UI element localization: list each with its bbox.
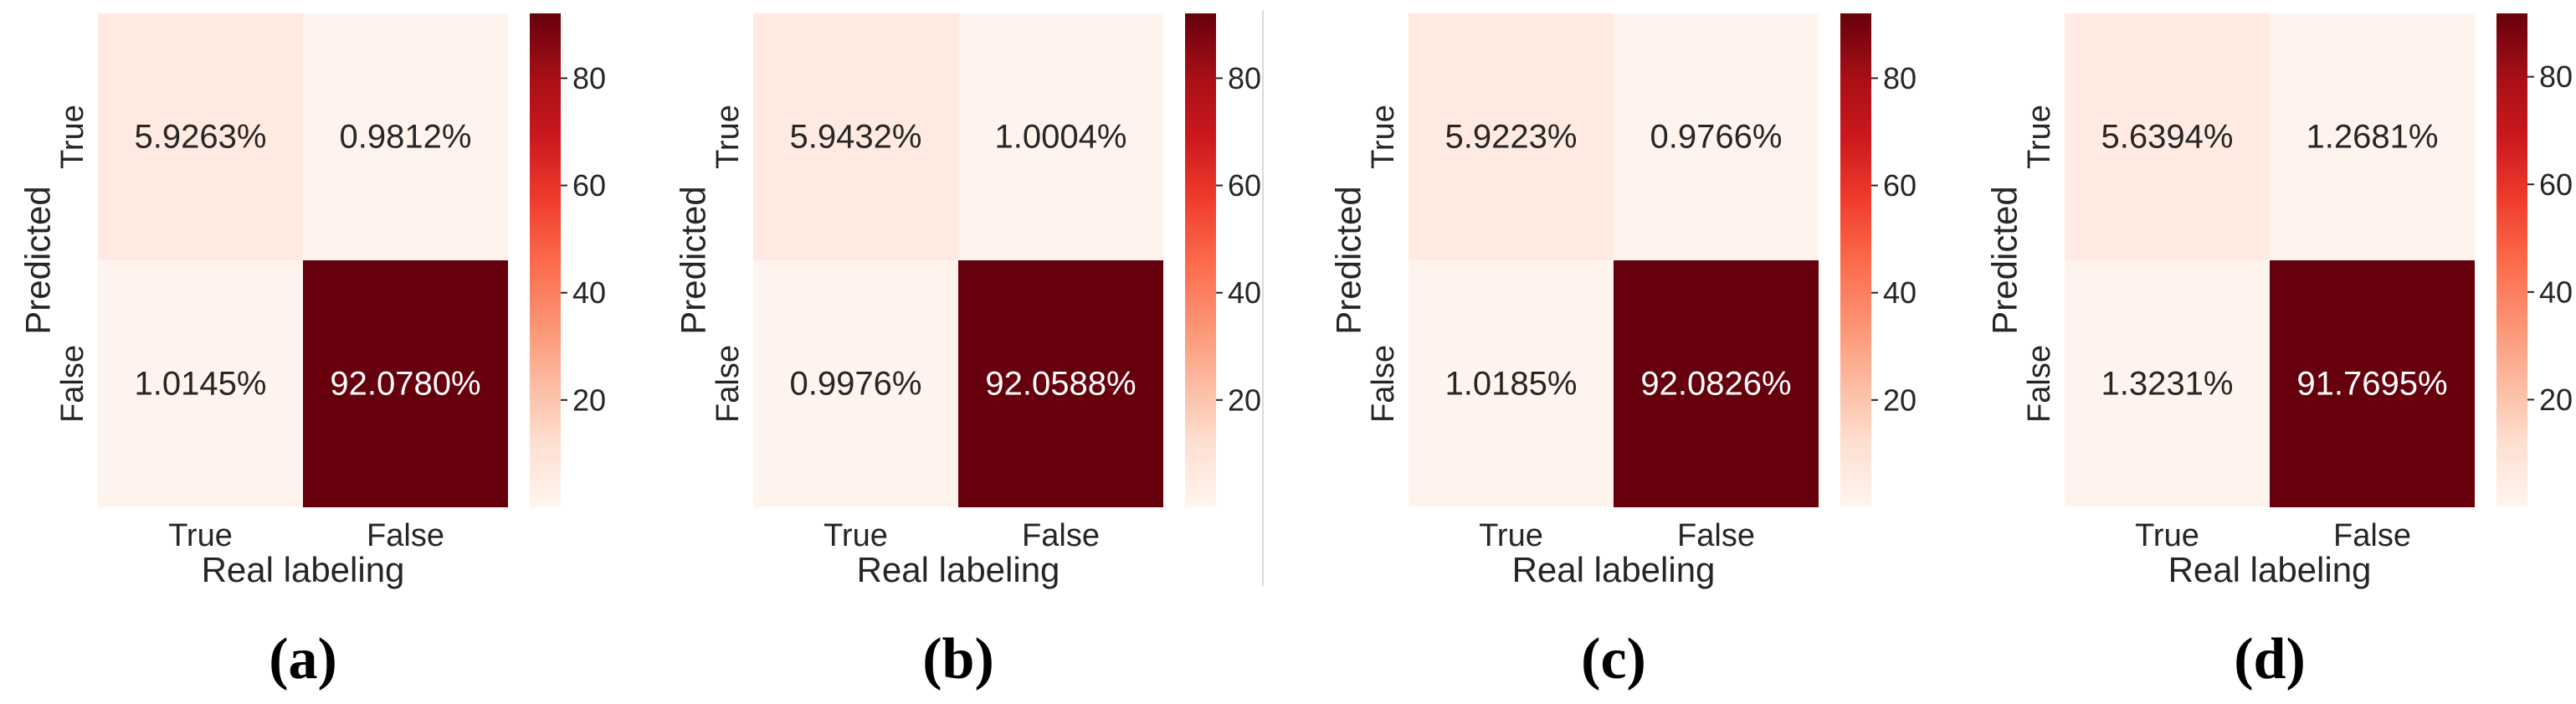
y-tick-label: False — [2022, 345, 2057, 423]
heatmap-cell — [2270, 13, 2475, 260]
cell-value-label: 92.0826% — [1640, 366, 1791, 403]
colorbar — [1185, 13, 1216, 507]
cell-value-label: 1.0004% — [995, 119, 1127, 156]
heatmap-panel: 5.9263% 0.9812%1.0145% 92.0780%True FalseRe… — [18, 13, 606, 691]
heatmap-cell — [1614, 260, 1819, 507]
heatmap-cell — [1409, 13, 1614, 260]
x-tick-label: True — [824, 518, 888, 553]
y-tick-label: True — [55, 105, 90, 169]
y-tick-label: True — [2022, 105, 2057, 169]
x-tick-label: False — [2333, 518, 2411, 553]
y-tick-label: False — [1366, 345, 1401, 423]
colorbar-tick-label: 80 — [2539, 59, 2573, 94]
x-tick-label: False — [1677, 518, 1755, 553]
heatmap-cell — [2065, 13, 2270, 260]
panel-label: (b) — [922, 627, 994, 691]
colorbar-tick-label: 40 — [2539, 275, 2573, 309]
cell-value-label: 1.0145% — [135, 366, 267, 403]
colorbar — [530, 13, 561, 507]
cell-value-label: 0.9812% — [340, 119, 472, 156]
panel-label: (d) — [2234, 627, 2306, 691]
colorbar-tick-label: 20 — [572, 383, 606, 417]
heatmap-cell — [2065, 260, 2270, 507]
colorbar-tick-label: 40 — [1228, 275, 1261, 310]
cell-value-label: 92.0588% — [985, 366, 1136, 403]
cell-value-label: 5.9432% — [790, 119, 922, 156]
heatmap-cell — [98, 13, 303, 260]
colorbar-tick-label: 40 — [572, 275, 606, 310]
y-tick-label: False — [711, 345, 746, 423]
colorbar-tick-label: 60 — [1228, 168, 1261, 203]
heatmap-cell — [1409, 260, 1614, 507]
cell-value-label: 1.0185% — [1445, 366, 1578, 403]
x-axis-label: Real labeling — [202, 550, 405, 589]
heatmap-cell — [2270, 260, 2475, 507]
y-tick-label: True — [711, 105, 746, 169]
colorbar-tick-label: 20 — [1228, 383, 1261, 417]
x-tick-label: False — [1022, 518, 1100, 553]
heatmap-cell — [753, 260, 958, 507]
colorbar-tick-label: 60 — [2539, 167, 2573, 202]
heatmap-cell — [98, 260, 303, 507]
x-tick-label: True — [1479, 518, 1543, 553]
panel-label: (c) — [1581, 627, 1646, 691]
x-tick-label: True — [2135, 518, 2199, 553]
cell-value-label: 5.9223% — [1445, 119, 1578, 156]
heatmap-cell — [1614, 13, 1819, 260]
cell-value-label: 0.9976% — [790, 366, 922, 403]
colorbar-tick-label: 80 — [1228, 61, 1261, 95]
cell-value-label: 0.9766% — [1650, 119, 1783, 156]
heatmap-panel: 5.9223% 0.9766%1.0185% 92.0826%True FalseRe… — [1329, 13, 1917, 691]
x-axis-label: Real labeling — [857, 550, 1060, 589]
colorbar — [1840, 13, 1871, 507]
colorbar-tick-label: 80 — [572, 61, 606, 95]
cell-value-label: 5.6394% — [2101, 119, 2234, 156]
y-axis-label: Predicted — [18, 186, 58, 334]
y-tick-label: True — [1366, 105, 1401, 169]
colorbar-tick-label: 60 — [1883, 168, 1917, 203]
y-axis-label: Predicted — [1985, 186, 2024, 334]
cell-value-label: 92.0780% — [330, 366, 480, 403]
colorbar — [2496, 13, 2527, 507]
y-tick-label: False — [55, 345, 90, 423]
colorbar-tick-label: 40 — [1883, 275, 1917, 310]
colorbar-tick-label: 20 — [2539, 383, 2573, 417]
x-tick-label: False — [367, 518, 444, 553]
cell-value-label: 1.2681% — [2307, 119, 2439, 156]
colorbar-tick-label: 20 — [1883, 383, 1917, 417]
cell-value-label: 5.9263% — [135, 119, 267, 156]
y-axis-label: Predicted — [1329, 186, 1368, 334]
x-tick-label: True — [168, 518, 233, 553]
cell-value-label: 1.3231% — [2101, 366, 2234, 403]
panel-label: (a) — [269, 627, 337, 691]
colorbar-tick-label: 60 — [572, 168, 606, 203]
heatmap-cell — [303, 13, 508, 260]
colorbar-tick-label: 80 — [1883, 61, 1917, 95]
heatmap-cell — [753, 13, 958, 260]
heatmap-cell — [958, 260, 1163, 507]
x-axis-label: Real labeling — [2168, 550, 2372, 589]
heatmap-panel: 5.6394% 1.2681%1.3231% 91.7695%True FalseRe… — [1985, 13, 2573, 691]
x-axis-label: Real labeling — [1512, 550, 1716, 589]
y-axis-label: Predicted — [674, 186, 713, 334]
heatmap-panel: 5.9432% 1.0004%0.9976% 92.0588%True FalseRe… — [674, 13, 1261, 691]
heatmap-cell — [958, 13, 1163, 260]
cell-value-label: 91.7695% — [2296, 366, 2447, 403]
heatmap-cell — [303, 260, 508, 507]
